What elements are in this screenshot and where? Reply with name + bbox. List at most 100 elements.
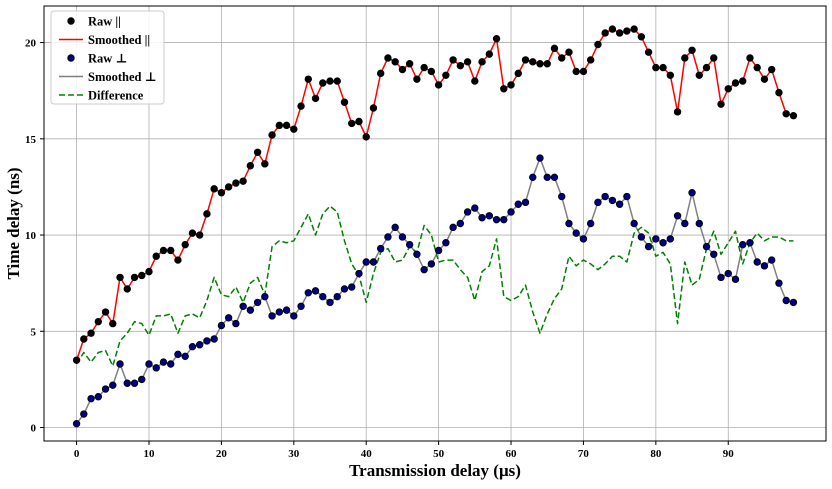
data-point-raw-parallel bbox=[702, 63, 711, 72]
data-point-raw-perpendicular bbox=[333, 292, 341, 301]
legend-label-smoothed-parallel: Smoothed || bbox=[88, 33, 150, 47]
data-point-raw-perpendicular bbox=[731, 275, 740, 284]
data-point-raw-parallel bbox=[326, 77, 334, 85]
series-smoothed-parallel bbox=[75, 28, 794, 361]
data-point-raw-parallel bbox=[608, 25, 617, 33]
data-point-raw-perpendicular bbox=[471, 204, 479, 212]
data-point-raw-parallel bbox=[109, 319, 117, 328]
data-point-raw-parallel bbox=[167, 246, 175, 255]
data-point-raw-perpendicular bbox=[195, 341, 204, 349]
data-point-raw-parallel bbox=[405, 60, 414, 68]
data-point-raw-parallel bbox=[746, 54, 754, 62]
data-point-raw-perpendicular bbox=[181, 352, 189, 361]
data-point-raw-parallel bbox=[565, 48, 573, 56]
data-point-raw-parallel bbox=[442, 71, 450, 79]
data-point-raw-parallel bbox=[159, 246, 168, 255]
data-point-raw-parallel bbox=[232, 179, 240, 187]
x-tick-label: 60 bbox=[506, 448, 518, 460]
data-point-raw-parallel bbox=[521, 56, 530, 64]
data-point-raw-perpendicular bbox=[608, 196, 617, 205]
data-point-raw-parallel bbox=[217, 188, 226, 197]
data-point-raw-perpendicular bbox=[261, 292, 269, 301]
data-point-raw-perpendicular bbox=[710, 250, 718, 258]
data-point-raw-parallel bbox=[203, 210, 211, 218]
data-point-raw-parallel bbox=[681, 54, 689, 62]
data-point-raw-parallel bbox=[138, 271, 146, 280]
legend: Raw || Smoothed || Raw ⊥ Smoothed ⊥ Differen… bbox=[50, 10, 165, 105]
data-point-raw-parallel bbox=[789, 112, 798, 120]
data-point-raw-parallel bbox=[492, 35, 501, 43]
data-point-raw-parallel bbox=[174, 256, 182, 264]
data-point-raw-perpendicular bbox=[246, 306, 255, 314]
legend-label-raw-perpendicular: Raw ⊥ bbox=[88, 52, 127, 66]
data-point-raw-perpendicular bbox=[326, 298, 334, 307]
data-point-raw-parallel bbox=[195, 231, 204, 239]
x-tick-label: 10 bbox=[143, 448, 155, 460]
data-point-raw-parallel bbox=[710, 54, 718, 62]
data-point-raw-perpendicular bbox=[348, 283, 356, 291]
data-point-raw-parallel bbox=[355, 117, 363, 126]
data-point-raw-parallel bbox=[572, 67, 580, 76]
data-point-raw-parallel bbox=[268, 131, 276, 139]
data-point-raw-perpendicular bbox=[789, 298, 798, 307]
plot-frame bbox=[43, 5, 827, 442]
y-tick-label: 20 bbox=[25, 38, 37, 50]
data-point-raw-parallel bbox=[253, 148, 262, 156]
data-point-raw-parallel bbox=[659, 63, 667, 72]
data-point-raw-parallel bbox=[427, 67, 436, 76]
data-point-raw-perpendicular bbox=[434, 246, 443, 255]
data-point-raw-parallel bbox=[304, 75, 312, 83]
data-point-raw-parallel bbox=[666, 71, 675, 79]
legend-label-raw-parallel: Raw || bbox=[88, 15, 121, 29]
data-point-raw-perpendicular bbox=[138, 375, 146, 384]
data-point-raw-perpendicular bbox=[442, 239, 450, 247]
data-point-raw-perpendicular bbox=[760, 262, 769, 270]
data-point-raw-perpendicular bbox=[362, 258, 370, 266]
data-point-raw-parallel bbox=[594, 40, 602, 49]
data-point-raw-parallel bbox=[739, 77, 747, 85]
data-point-raw-perpendicular bbox=[94, 393, 103, 401]
data-point-raw-perpendicular bbox=[405, 240, 414, 249]
data-point-raw-perpendicular bbox=[152, 364, 160, 372]
data-point-raw-perpendicular bbox=[449, 223, 457, 232]
data-point-raw-perpendicular bbox=[601, 192, 609, 201]
series-raw-parallel bbox=[72, 25, 798, 364]
data-point-raw-parallel bbox=[80, 335, 88, 343]
series-layer bbox=[72, 25, 798, 428]
data-point-raw-perpendicular bbox=[456, 219, 465, 228]
data-point-raw-perpendicular bbox=[427, 260, 436, 268]
data-point-raw-parallel bbox=[717, 100, 725, 108]
data-point-raw-perpendicular bbox=[391, 223, 399, 232]
data-point-raw-parallel bbox=[688, 46, 696, 54]
data-point-raw-perpendicular bbox=[224, 314, 233, 322]
legend-label-difference: Difference bbox=[88, 89, 144, 103]
data-point-raw-perpendicular bbox=[492, 215, 501, 224]
data-point-raw-perpendicular bbox=[521, 198, 530, 207]
x-tick-label: 80 bbox=[650, 448, 662, 460]
y-tick-label: 0 bbox=[31, 423, 37, 435]
legend-marker-raw-perpendicular bbox=[67, 54, 75, 62]
data-point-raw-perpendicular bbox=[724, 269, 732, 278]
data-point-raw-perpendicular bbox=[130, 379, 139, 387]
data-point-raw-perpendicular bbox=[630, 219, 638, 228]
data-point-raw-parallel bbox=[529, 58, 537, 66]
x-axis-label: Transmission delay (μs) bbox=[349, 461, 521, 480]
data-point-raw-perpendicular bbox=[586, 219, 595, 228]
data-point-raw-parallel bbox=[369, 104, 378, 112]
data-point-raw-parallel bbox=[586, 56, 595, 64]
data-point-raw-parallel bbox=[449, 56, 457, 64]
data-point-raw-parallel bbox=[623, 27, 631, 35]
data-point-raw-parallel bbox=[398, 65, 407, 74]
data-point-raw-parallel bbox=[420, 63, 428, 72]
data-point-raw-parallel bbox=[471, 77, 479, 85]
data-point-raw-perpendicular bbox=[550, 173, 559, 182]
series-line-smoothed-parallel bbox=[75, 28, 794, 361]
data-point-raw-parallel bbox=[630, 25, 638, 33]
data-point-raw-perpendicular bbox=[753, 258, 761, 266]
series-difference bbox=[75, 205, 794, 367]
data-point-raw-parallel bbox=[673, 108, 682, 116]
legend-item-smoothed-perpendicular: Smoothed ⊥ bbox=[59, 70, 157, 84]
data-point-raw-parallel bbox=[579, 67, 588, 76]
legend-box bbox=[50, 10, 165, 105]
y-axis-label: Time delay (ns) bbox=[4, 167, 23, 279]
